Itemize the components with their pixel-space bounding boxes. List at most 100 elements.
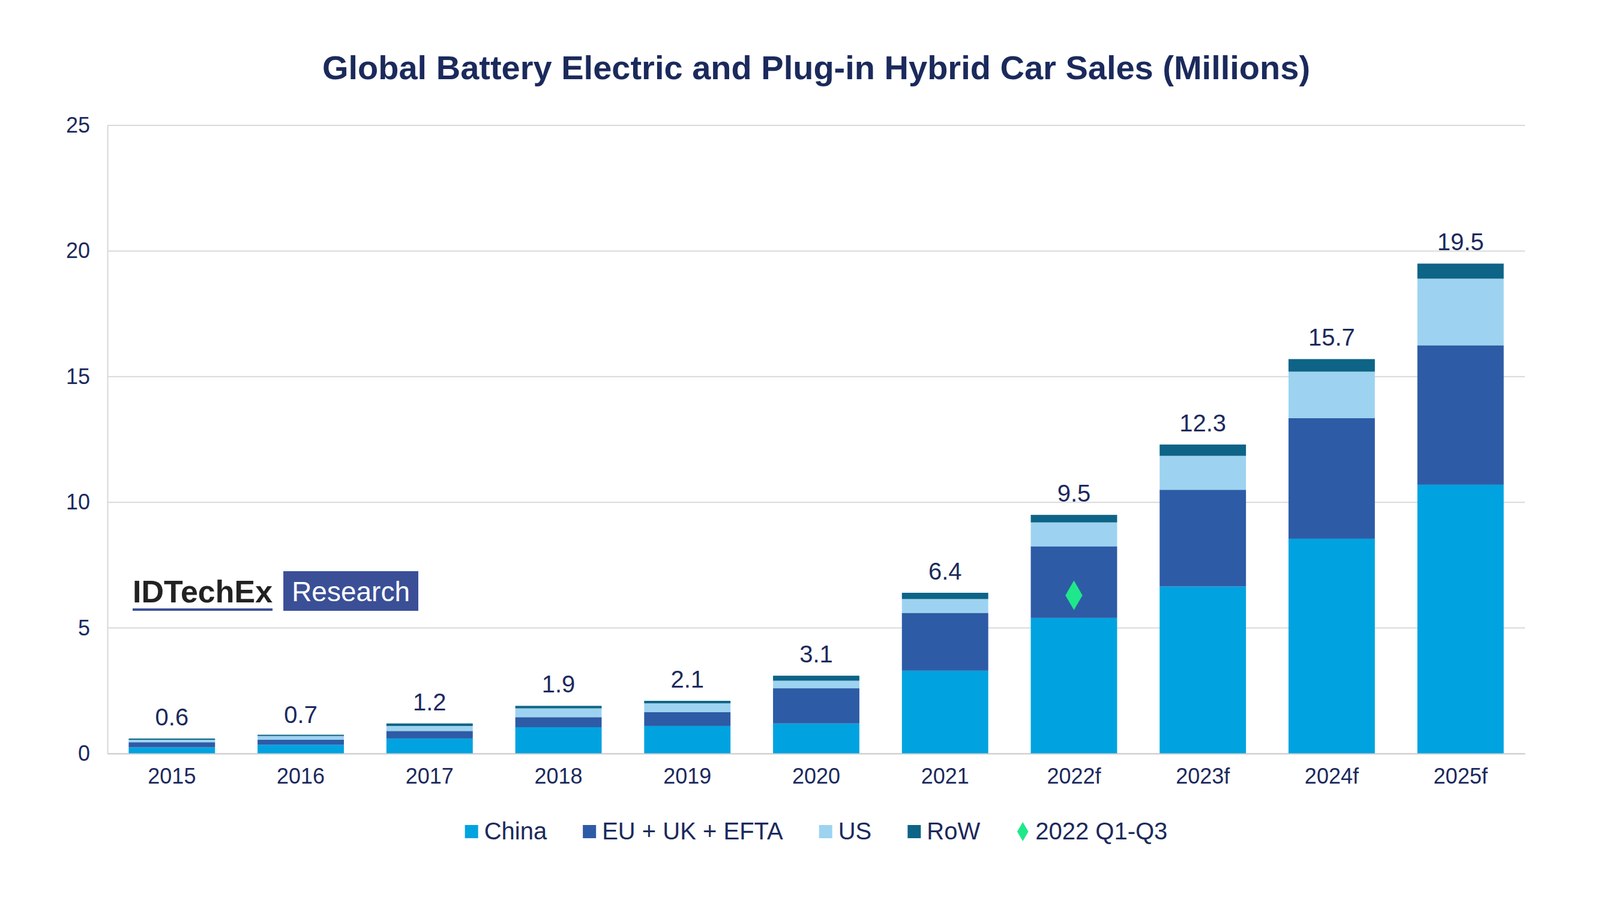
x-tick-label: 2020 (792, 763, 841, 789)
bar (1288, 418, 1375, 539)
legend-symbol (819, 825, 833, 839)
bar (643, 700, 731, 704)
bar (1288, 538, 1375, 754)
bar-series (128, 345, 1504, 748)
total-label: 6.4 (928, 558, 963, 585)
bar (257, 736, 344, 740)
x-tick-label: 2022f (1046, 763, 1102, 789)
x-tick-label: 2018 (534, 763, 583, 789)
total-label: 0.7 (283, 701, 318, 728)
bar (902, 612, 989, 671)
bar (257, 744, 344, 754)
legend: ChinaEU + UK + EFTAUSRoW2022 Q1-Q3 (465, 818, 1168, 845)
bar (386, 738, 473, 754)
logo-underline (132, 608, 273, 611)
y-tick-label: 10 (66, 489, 91, 515)
x-tick: 2022f (1046, 753, 1102, 789)
bar (1417, 278, 1504, 346)
bar (1288, 358, 1375, 372)
total-label: 3.1 (799, 640, 834, 668)
bar (515, 708, 602, 718)
total-label: 12.3 (1179, 409, 1227, 437)
bar (1159, 444, 1246, 457)
bar (1159, 489, 1246, 587)
x-tick-label: 2017 (405, 763, 454, 789)
bar-series (128, 278, 1504, 743)
bar (1159, 456, 1246, 491)
legend-symbol (1017, 822, 1029, 842)
x-tick: 2017 (405, 753, 454, 789)
bar (386, 730, 473, 739)
bar (643, 726, 731, 754)
legend-label: China (484, 818, 548, 845)
x-tick: 2020 (792, 753, 841, 789)
total-label: 1.9 (541, 670, 576, 698)
plot: 0510152025201520162017201820192020202120… (66, 112, 1526, 789)
grid-line (107, 250, 1525, 252)
bar (1417, 345, 1504, 485)
x-tick: 2023f (1175, 753, 1231, 789)
x-tick: 2016 (276, 753, 325, 789)
y-tick: 10 (66, 489, 108, 515)
x-tick-label: 2015 (147, 763, 196, 789)
bar (515, 705, 602, 709)
y-tick-label: 20 (66, 238, 91, 263)
totals: 0.60.71.21.92.13.16.49.512.315.719.5 (155, 228, 1485, 731)
chart: Global Battery Electric and Plug-in Hybr… (0, 0, 1600, 900)
y-tick: 15 (66, 364, 108, 389)
bar (128, 747, 215, 754)
bar (386, 723, 473, 727)
bar (257, 739, 344, 745)
bar (643, 712, 731, 727)
total-label: 19.5 (1437, 228, 1485, 256)
legend-symbol (582, 825, 596, 839)
x-tick-label: 2021 (921, 763, 970, 789)
y-tick: 20 (66, 238, 108, 263)
bar (128, 742, 215, 748)
total-label: 1.2 (412, 688, 447, 716)
bar (1288, 371, 1375, 418)
grid (107, 125, 1525, 754)
grid-line (107, 124, 1525, 127)
total-label: 15.7 (1308, 324, 1356, 351)
x-tick-label: 2023f (1175, 763, 1231, 789)
x-tick: 2019 (663, 753, 712, 789)
bar (772, 681, 860, 689)
bar (1031, 522, 1118, 547)
x-tick-label: 2025f (1433, 763, 1489, 789)
scatter-series (1065, 580, 1083, 611)
bar (128, 738, 215, 740)
x-tick-label: 2016 (276, 763, 325, 789)
background (0, 0, 1600, 900)
bar (1031, 514, 1118, 523)
bar (772, 723, 860, 754)
x-tick: 2015 (147, 753, 196, 789)
legend-label: RoW (926, 818, 981, 845)
legend-label: US (838, 818, 873, 845)
bar (515, 727, 602, 754)
bar (902, 592, 989, 599)
bar (515, 717, 602, 728)
x-tick: 2018 (534, 753, 583, 789)
x-tick: 2021 (921, 753, 970, 789)
legend-symbol (465, 825, 479, 839)
x-tick-label: 2024f (1304, 763, 1360, 789)
bar (1417, 263, 1504, 279)
legend-item: RoW (907, 818, 981, 845)
y-tick: 5 (78, 615, 108, 641)
bar (902, 598, 989, 613)
x-axis-line (108, 753, 1526, 755)
bar (772, 688, 860, 724)
legend-item: US (819, 818, 873, 845)
x-axis: 2015 2016 2017 2018 2019 2020 2021 2022f 2023f 20… (108, 753, 1526, 789)
y-axis: 0 5 10 15 20 25 (66, 112, 109, 766)
legend-label: EU + UK + EFTA (601, 818, 784, 845)
y-tick-label: 0 (78, 741, 91, 766)
total-label: 2.1 (670, 666, 704, 693)
y-tick-label: 15 (66, 364, 91, 389)
bar (1417, 484, 1504, 754)
bar (386, 726, 473, 731)
y-tick-label: 25 (66, 112, 91, 138)
legend-item: EU + UK + EFTA (582, 818, 784, 845)
y-tick: 25 (66, 112, 108, 138)
